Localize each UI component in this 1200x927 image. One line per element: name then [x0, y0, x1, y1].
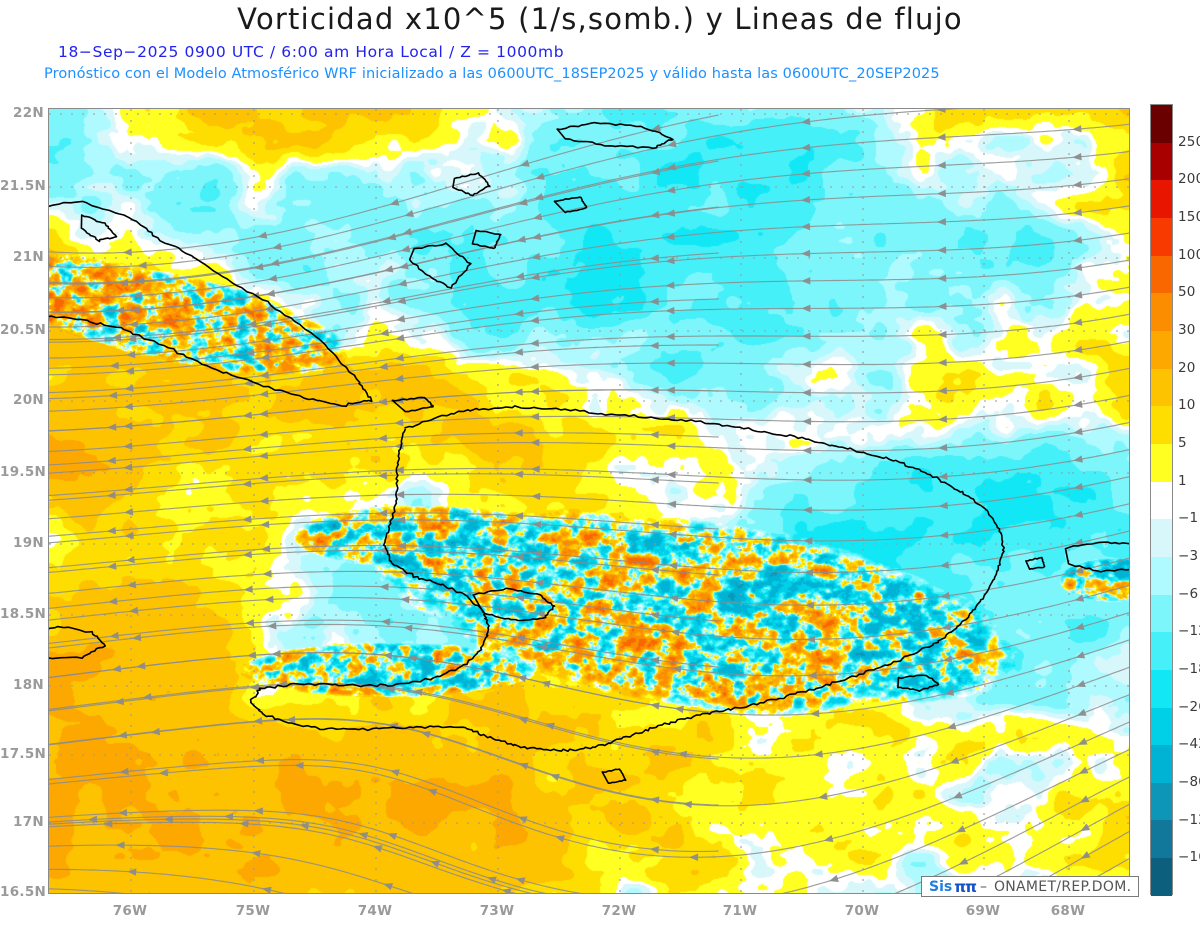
colorbar-tick--12: −12 — [1178, 623, 1200, 640]
lon-label-76W: 76W — [112, 903, 148, 919]
colorbar-band--120 — [1151, 820, 1172, 859]
colorbar-tick--18: −18 — [1178, 661, 1200, 677]
colorbar-tick-30: 30 — [1178, 322, 1196, 338]
colorbar-band--3 — [1151, 556, 1172, 595]
model-info-subtitle: Pronóstico con el Modelo Atmosférico WRF… — [44, 66, 940, 82]
colorbar-band--42 — [1151, 745, 1172, 783]
lat-label-17N: 17N — [13, 814, 44, 830]
colorbar-tick-20: 20 — [1178, 359, 1196, 376]
colorbar-band-1 — [1151, 481, 1172, 520]
colorbar-band-100 — [1151, 255, 1172, 294]
colorbar-tick-10: 10 — [1178, 397, 1196, 414]
colorbar-band--18 — [1151, 669, 1172, 708]
lat-label-19N: 19N — [13, 535, 44, 551]
colorbar-tick-1: 1 — [1178, 472, 1187, 489]
colorbar-tick-5: 5 — [1178, 435, 1187, 451]
colorbar-tick-100: 100 — [1178, 246, 1200, 263]
colorbar-band-200 — [1151, 180, 1172, 218]
colorbar-band--26 — [1151, 707, 1172, 746]
organization-label: ONAMET/REP.DOM. — [993, 879, 1132, 895]
chart-header: Vorticidad x10^5 (1/s,somb.) y Lineas de… — [0, 0, 1200, 96]
colorbar-band--12 — [1151, 632, 1172, 670]
colorbar-band--160 — [1151, 858, 1172, 896]
lat-label-17-5N: 17.5N — [0, 746, 47, 762]
colorbar-tick-150: 150 — [1178, 209, 1200, 225]
lon-label-73W: 73W — [479, 903, 515, 919]
colorbar-band-10 — [1151, 406, 1172, 444]
colorbar-tick-200: 200 — [1178, 171, 1200, 188]
colorbar-band-30 — [1151, 330, 1172, 369]
lat-label-21N: 21N — [13, 249, 44, 265]
colorbar[interactable] — [1150, 104, 1173, 896]
colorbar-tick-250: 250 — [1178, 133, 1200, 150]
colorbar-tick--1: −1 — [1178, 510, 1199, 527]
colorbar-band--80 — [1151, 782, 1172, 821]
colorbar-tick--80: −80 — [1178, 774, 1200, 790]
lon-label-72W: 72W — [601, 903, 637, 919]
colorbar-tick--26: −26 — [1178, 698, 1200, 715]
lon-label-70W: 70W — [844, 903, 880, 919]
attribution-badge: Sis ππ – ONAMET/REP.DOM. — [921, 876, 1140, 897]
valid-time-subtitle: 18−Sep−2025 0900 UTC / 6:00 am Hora Loca… — [58, 43, 565, 61]
colorbar-band--6 — [1151, 594, 1172, 633]
lat-label-18N: 18N — [13, 677, 44, 693]
brand-label: Sis — [929, 879, 953, 895]
lon-label-69W: 69W — [965, 903, 1001, 919]
colorbar-band-5 — [1151, 443, 1172, 482]
colorbar-tick--160: −160 — [1178, 849, 1200, 866]
colorbar-tick--3: −3 — [1178, 548, 1199, 564]
colorbar-band--1 — [1151, 519, 1172, 557]
lon-label-68W: 68W — [1050, 903, 1086, 919]
lat-label-22N: 22N — [13, 105, 44, 121]
lat-label-16-5N: 16.5N — [0, 884, 47, 900]
lat-label-20N: 20N — [13, 392, 44, 408]
colorbar-tick--6: −6 — [1178, 585, 1199, 602]
lat-label-18-5N: 18.5N — [0, 606, 47, 622]
lat-label-20-5N: 20.5N — [0, 322, 47, 338]
page-title: Vorticidad x10^5 (1/s,somb.) y Lineas de… — [237, 2, 963, 36]
coastline-overlay — [49, 121, 1129, 784]
colorbar-band-top — [1151, 105, 1172, 143]
lon-label-75W: 75W — [235, 903, 271, 919]
lon-label-71W: 71W — [722, 903, 758, 919]
colorbar-band-20 — [1151, 368, 1172, 407]
colorbar-tick--42: −42 — [1178, 736, 1200, 753]
lon-label-74W: 74W — [357, 903, 393, 919]
lat-label-21-5N: 21.5N — [0, 178, 47, 194]
map-plot-area[interactable] — [48, 108, 1130, 894]
colorbar-band-50 — [1151, 293, 1172, 331]
attribution-dash: – — [979, 879, 987, 895]
lat-lon-gridlines — [49, 109, 1129, 893]
brand-glyph-icon: ππ — [954, 878, 977, 896]
colorbar-band-150 — [1151, 217, 1172, 256]
colorbar-band-250 — [1151, 142, 1172, 181]
colorbar-tick-50: 50 — [1178, 284, 1196, 301]
lat-label-19-5N: 19.5N — [0, 464, 47, 480]
colorbar-tick--120: −120 — [1178, 811, 1200, 828]
